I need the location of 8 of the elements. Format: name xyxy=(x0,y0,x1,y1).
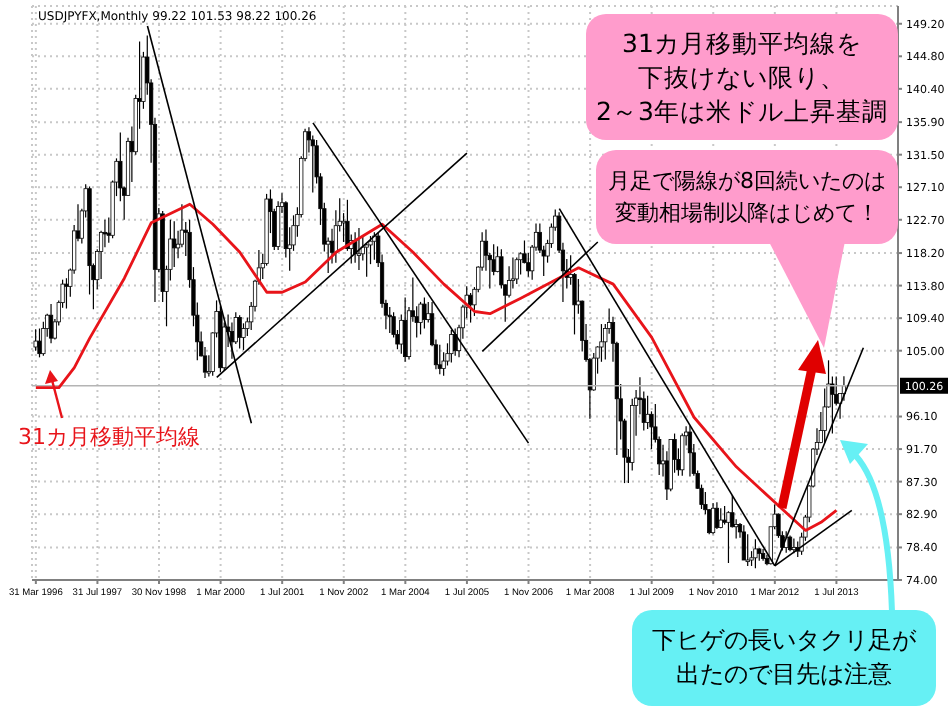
text: 出たので目先は注意 xyxy=(676,658,892,692)
legend-label: 31カ月移動平均線 xyxy=(18,422,200,452)
annotation: 下抜けない限り、 xyxy=(638,60,846,94)
text: 下ヒゲの長いタクリ足が xyxy=(652,624,916,658)
annotation: 2～3年は米ドル上昇基調 xyxy=(596,94,888,128)
annotation: 月足で陽線が8回続いたのは xyxy=(608,165,886,197)
annotation: 31カ月移動平均線を xyxy=(622,26,862,60)
annotation: 変動相場制以降はじめて！ xyxy=(615,197,879,229)
